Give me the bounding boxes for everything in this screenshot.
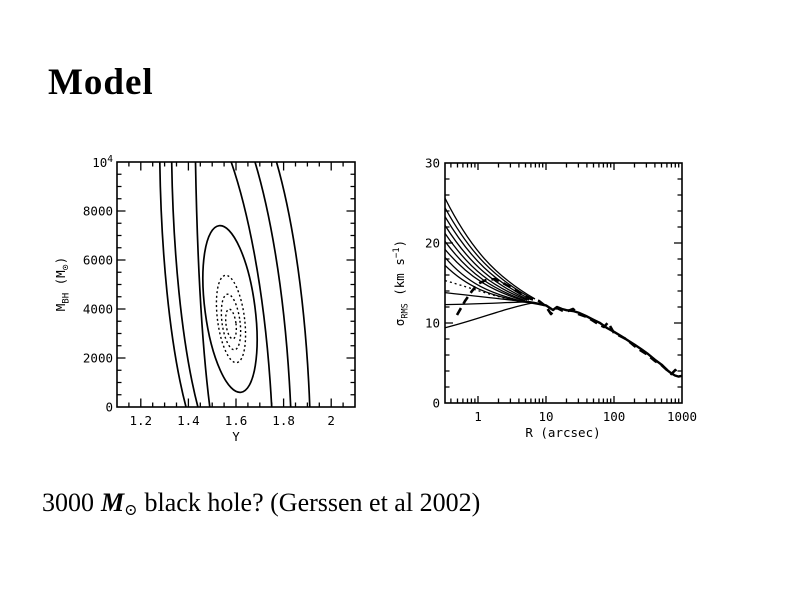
contour-outer1-right [230, 162, 273, 407]
dispersion-ytick-30: 30 [425, 156, 440, 171]
contour-y-major-ticks [117, 210, 355, 359]
contour-y-axis-label: MBH (M⊙) [53, 257, 72, 312]
contour-dotted-inner [224, 308, 238, 340]
dispersion-ytick-0: 0 [432, 396, 440, 411]
contour-outer3-right [275, 162, 311, 407]
model-curve [445, 301, 536, 329]
contour-ytick-8000: 8000 [83, 204, 113, 219]
caption-sun-symbol: ⊙ [124, 502, 138, 519]
dispersion-ytick-20: 20 [425, 236, 440, 251]
dispersion-y-axis-label: σRMS (km s−1) [392, 240, 411, 326]
model-curve [445, 207, 534, 300]
contour-outer3-left [158, 162, 187, 407]
model-curve [445, 291, 526, 303]
contour-y-minor-ticks [117, 173, 355, 396]
contour-ytick-2000: 2000 [83, 351, 113, 366]
dispersion-x-major-ticks [477, 163, 615, 403]
contour-plot-curves [158, 162, 311, 407]
contour-x-major-ticks [140, 162, 332, 407]
contour-xtick-1p8: 1.8 [272, 413, 295, 428]
model-curve [445, 301, 531, 306]
caption-text: black hole? (Gerssen et al 2002) [144, 488, 481, 517]
model-common-tail [519, 299, 682, 378]
dispersion-y-major-ticks [445, 242, 682, 324]
dispersion-ytick-10: 10 [425, 316, 440, 331]
contour-xtick-1p2: 1.2 [130, 413, 153, 428]
contour-xtick-1p6: 1.6 [225, 413, 248, 428]
contour-plot: 104 8000 6000 4000 2000 0 1.2 1.4 1.6 1.… [53, 154, 356, 444]
caption-mass-symbol: M [101, 488, 125, 517]
model-curve [445, 197, 536, 300]
contour-x-axis-label: Υ [232, 429, 240, 444]
dispersion-plot: 30 20 10 0 1 10 100 1000 R (arcsec) σRMS… [392, 156, 697, 441]
model-curve [445, 233, 528, 301]
contour-plot-frame [116, 161, 356, 408]
contour-x-minor-ticks [128, 162, 344, 407]
dispersion-xtick-100: 100 [603, 409, 626, 424]
model-curve [445, 225, 530, 301]
contour-ytick-6000: 6000 [83, 253, 113, 268]
contour-xtick-1p4: 1.4 [177, 413, 200, 428]
contour-inner-solid [202, 224, 258, 394]
dispersion-xtick-1: 1 [474, 409, 482, 424]
contour-outer2-left [170, 162, 199, 407]
dispersion-x-axis-label: R (arcsec) [525, 425, 600, 440]
contour-outer1-left [194, 162, 211, 407]
dispersion-plot-curves [445, 197, 682, 378]
model-curve [445, 264, 520, 302]
contour-outer2-right [254, 162, 292, 407]
contour-ytick-4000: 4000 [83, 302, 113, 317]
caption-mass: 3000 [42, 488, 94, 517]
contour-dotted-outer [215, 274, 247, 364]
dispersion-y-minor-ticks [445, 178, 682, 388]
dispersion-plot-frame [444, 162, 683, 404]
dispersion-xtick-10: 10 [538, 409, 553, 424]
model-curve [445, 241, 526, 302]
dispersion-x-minor-ticks [450, 163, 680, 403]
slide-caption: 3000 M⊙ black hole? (Gerssen et al 2002) [42, 487, 480, 520]
contour-xtick-2: 2 [327, 413, 335, 428]
dispersion-xtick-1000: 1000 [667, 409, 697, 424]
model-curve [445, 256, 522, 302]
contour-ytick-0: 0 [105, 400, 113, 415]
contour-ytick-10e4: 104 [92, 154, 113, 170]
slide-title: Model [48, 62, 154, 103]
